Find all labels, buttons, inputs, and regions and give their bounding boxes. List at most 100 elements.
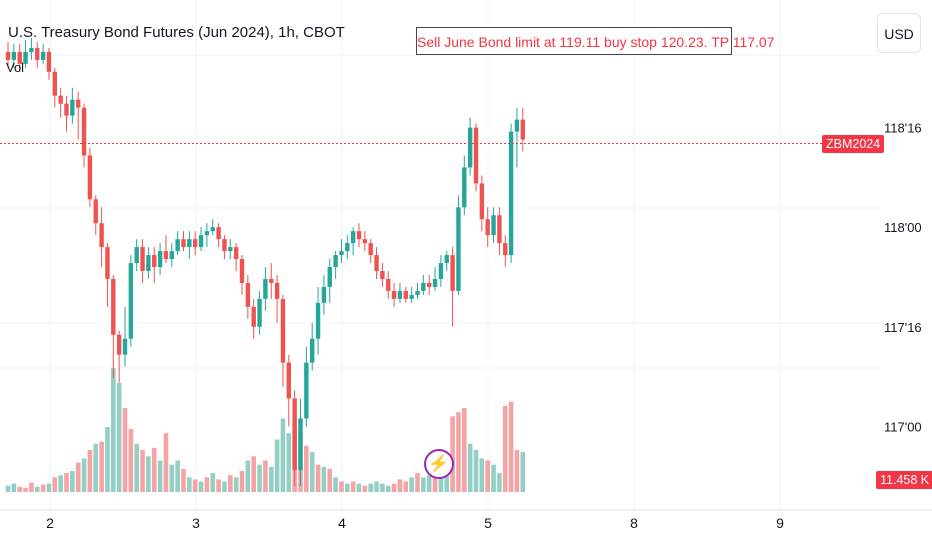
volume-bar [345,483,350,492]
candle-body [508,131,514,256]
volume-bar [40,484,46,492]
candle-body [146,255,151,271]
candle-body [491,215,496,236]
price-tick-label: 117'00 [884,419,922,434]
volume-bar [239,471,245,492]
candle-body [520,119,525,140]
time-tick-label: 4 [338,515,346,531]
candle-body [310,338,315,363]
candle-body [222,239,227,252]
volume-bar [146,456,151,492]
volume-bar [5,485,11,492]
candle-body [397,290,403,299]
volume-bar [514,450,520,492]
volume-bar [93,443,99,492]
candle-body [35,47,40,60]
candle-body [70,99,75,116]
candle-body [169,251,174,260]
candle-body [298,418,303,471]
volume-bar [491,464,496,492]
candle-body [327,267,332,287]
volume-bar [23,487,28,492]
volume-bar [222,481,227,492]
candle-body [210,227,215,232]
candle-body [345,243,350,252]
chart-title: U.S. Treasury Bond Futures (Jun 2024), 1… [8,24,345,41]
time-tick-label: 5 [484,515,492,531]
volume-bar [321,466,327,492]
candle-body [257,298,262,327]
candle-body [473,127,479,184]
candle-body [175,239,180,252]
candle-body [292,398,297,471]
candle-body [350,231,356,244]
volume-bar [192,479,198,492]
volume-bar [467,443,473,492]
volume-bar [362,485,368,492]
volume-bar [140,450,145,492]
candle-body [245,282,251,307]
volume-bar [29,482,34,492]
volume-bar [350,481,356,492]
volume-bar [134,443,139,492]
volume-bar [263,460,268,492]
chart-grid [0,0,880,510]
volume-bar [58,475,63,492]
currency-button[interactable]: USD [877,13,921,53]
candle-body [99,223,104,248]
volume-bar [280,418,286,492]
volume-bar [34,486,40,492]
candle-body [432,278,438,287]
candle-body [140,247,145,271]
candle-body [503,243,508,256]
candle-body [450,255,455,291]
volume-bar [210,473,216,492]
candle-body [181,239,186,248]
candle-body [409,294,414,299]
volume-bar [75,462,81,492]
volume-bar [274,439,280,492]
volume-bar [175,460,180,492]
volume-bar [46,483,52,492]
trade-idea-annotation[interactable]: Sell June Bond limit at 119.11 buy stop … [416,27,775,55]
candle-body [286,362,291,399]
candle-body [380,270,385,279]
volume-bar [198,481,204,492]
volume-bar [333,477,338,492]
volume-bar [99,441,104,492]
time-axis: 2 3 4 5 8 9 [46,515,784,531]
volume-bar [309,452,315,492]
lightning-bolt-icon[interactable]: ⚡ [424,449,454,479]
price-axis: 118'16 118'00 117'16 117'00 [884,121,922,435]
volume-bar [64,473,69,492]
candle-body [386,278,391,291]
price-tick-label: 118'16 [884,121,922,136]
volume-bar [116,382,122,492]
volume-bar [479,458,485,492]
candle-body [339,251,344,256]
candle-body [228,247,233,252]
volume-bar [157,460,163,492]
candle-body [415,290,420,295]
volume-bar [105,426,110,492]
volume-bar [380,483,385,492]
candle-body [87,155,93,200]
candle-body [152,255,157,268]
time-tick-label: 9 [776,515,784,531]
candle-body [391,290,397,299]
candlesticks [5,37,525,487]
candle-body [58,95,63,104]
volume-bar [391,483,397,492]
candle-body [187,239,192,248]
candle-body [81,107,87,156]
volume-bar [122,408,128,492]
candle-body [29,47,34,52]
volume-bar [286,433,292,492]
volume-indicator-label[interactable]: Vol [6,60,25,75]
candle-body [274,282,280,299]
candle-body [11,51,17,60]
time-tick-label: 8 [630,515,638,531]
volume-bar [151,447,157,492]
candle-body [134,247,139,264]
